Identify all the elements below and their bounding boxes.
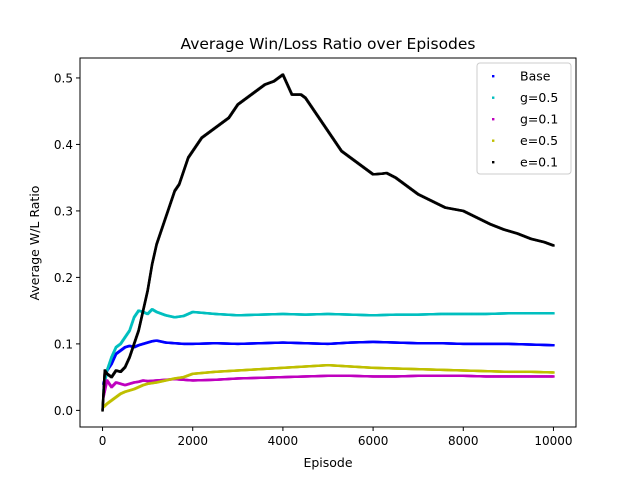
plot-frame (79, 57, 577, 428)
data-point (552, 244, 555, 247)
x-axis-label: Episode (303, 455, 352, 470)
x-tick-label: 8000 (448, 434, 479, 448)
x-tick-label: 2000 (177, 434, 208, 448)
legend-item-base: Base (492, 69, 551, 84)
data-point (552, 375, 555, 378)
series-g-0-5 (102, 308, 555, 392)
y-tick-label: 0.2 (54, 271, 73, 285)
legend-marker (492, 75, 495, 78)
x-tick-label: 10000 (534, 434, 572, 448)
y-tick-label: 0.1 (54, 337, 73, 351)
legend-label: g=0.5 (520, 90, 558, 105)
chart-title: Average Win/Loss Ratio over Episodes (181, 35, 476, 53)
y-tick-label: 0.3 (54, 204, 73, 218)
legend-marker (492, 118, 495, 121)
legend-label: e=0.5 (520, 133, 558, 148)
data-point (552, 371, 555, 374)
legend-marker (492, 139, 495, 142)
x-tick-label: 4000 (268, 434, 299, 448)
legend: Base g=0.5 g=0.1 e=0.5 e=0.1 (476, 62, 572, 175)
legend-item-e-0-1: e=0.1 (492, 155, 558, 170)
series-base (102, 339, 555, 385)
y-tick-label: 0.5 (54, 71, 73, 85)
series-e-0-1 (101, 73, 555, 412)
legend-marker (492, 161, 495, 164)
legend-label: e=0.1 (520, 155, 558, 170)
data-point (552, 344, 555, 347)
y-tick-label: 0.4 (54, 138, 73, 152)
legend-label: g=0.1 (520, 112, 558, 127)
legend-item-g-0-1: g=0.1 (492, 112, 558, 127)
legend-marker (492, 96, 495, 99)
x-tick-label: 6000 (358, 434, 389, 448)
data-point (552, 312, 555, 315)
legend-box (476, 62, 572, 175)
legend-item-g-0-5: g=0.5 (492, 90, 558, 105)
legend-label: Base (520, 69, 551, 84)
y-axis-label: Average W/L Ratio (27, 186, 42, 301)
x-tick-label: 0 (99, 434, 107, 448)
plot-marks (101, 73, 555, 412)
series-e-0-5 (102, 363, 555, 409)
axis-ticks: 0 2000 4000 6000 8000 10000 0.0 0.1 0.2 0.3 0.4 0.5 (54, 71, 573, 448)
y-tick-label: 0.0 (54, 404, 73, 418)
legend-item-e-0-5: e=0.5 (492, 133, 558, 148)
